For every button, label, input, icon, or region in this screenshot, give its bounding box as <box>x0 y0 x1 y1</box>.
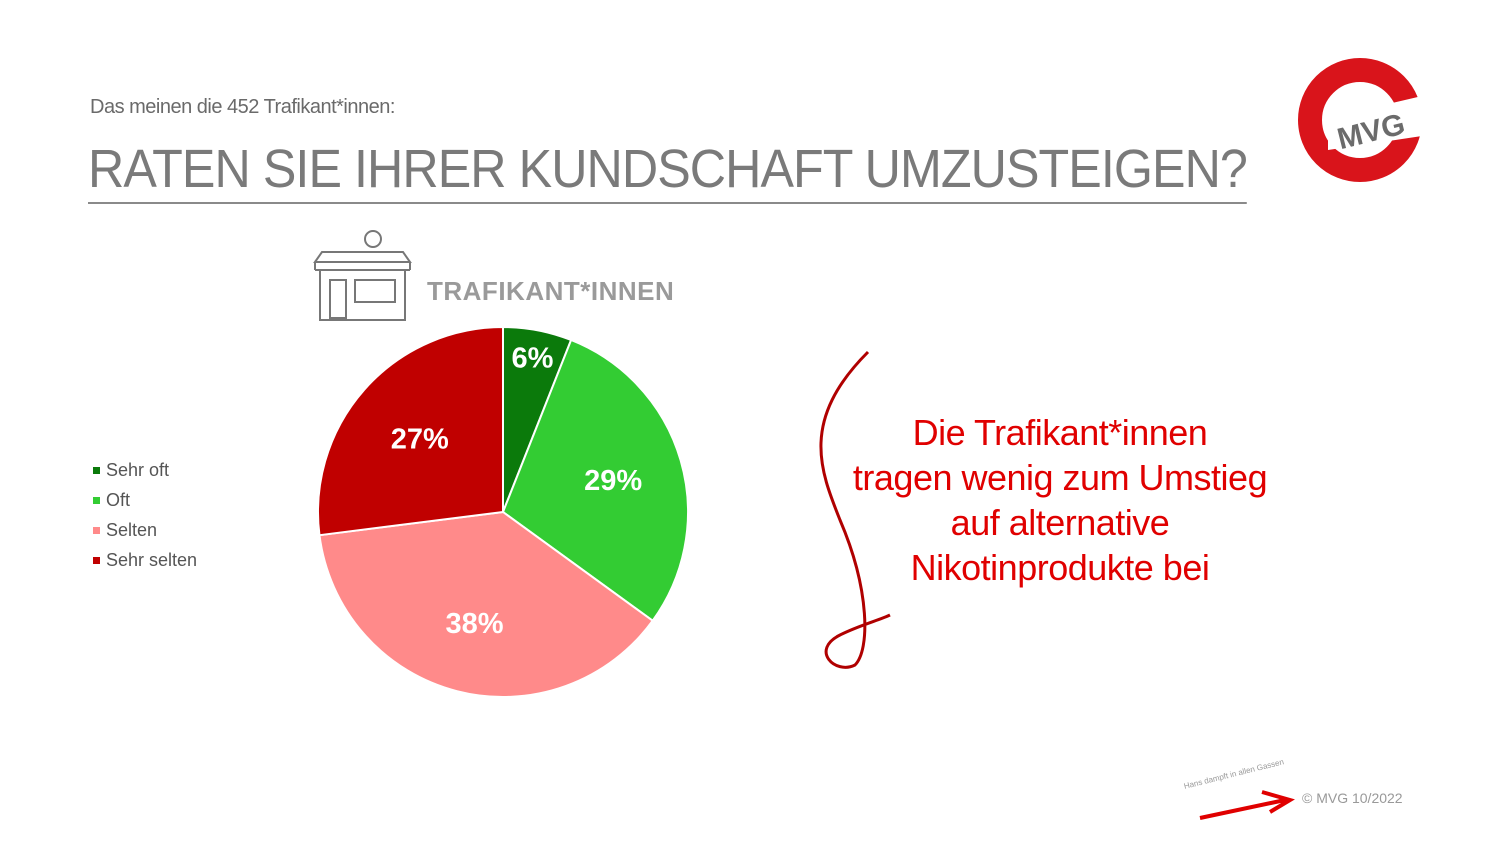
data-label: 29% <box>584 465 642 497</box>
legend-item: Oft <box>93 485 197 515</box>
legend-item: Selten <box>93 515 197 545</box>
copyright-credit: © MVG 10/2022 <box>1302 790 1403 806</box>
chart-legend: Sehr oft Oft Selten Sehr selten <box>93 455 197 575</box>
legend-swatch <box>93 466 100 474</box>
data-label: 38% <box>445 608 503 640</box>
pie-slice-selten <box>318 510 655 698</box>
callout-line: Die Trafikant*innen <box>912 412 1208 453</box>
pie-slice-sehr-selten <box>317 325 504 537</box>
legend-item: Sehr selten <box>93 545 197 575</box>
mvg-logo: MVG <box>1298 58 1422 182</box>
legend-swatch <box>93 526 100 534</box>
pie-slice-oft <box>501 338 689 623</box>
callout-line: Nikotinprodukte bei <box>910 547 1210 588</box>
chart-title: TRAFIKANT*INNEN <box>427 276 675 306</box>
legend-swatch <box>93 496 100 504</box>
curly-brace-decoration <box>819 350 891 669</box>
legend-label: Sehr oft <box>106 459 170 480</box>
legend-swatch <box>93 556 100 564</box>
store-icon <box>313 230 412 321</box>
callout-line: tragen wenig zum Umstieg <box>852 457 1268 498</box>
legend-label: Sehr selten <box>106 549 198 570</box>
page-title: RATEN SIE IHRER KUNDSCHAFT UMZUSTEIGEN? <box>88 138 1248 204</box>
data-label: 27% <box>391 424 449 456</box>
legend-item: Sehr oft <box>93 455 197 485</box>
legend-label: Selten <box>106 519 158 540</box>
subtitle: Das meinen die 452 Trafikant*innen: <box>90 96 395 118</box>
callout-text: Die Trafikant*innen tragen wenig zum Ums… <box>830 410 1290 590</box>
data-label: 6% <box>512 343 554 375</box>
legend-label: Oft <box>106 489 131 510</box>
callout-line: auf alternative <box>950 502 1170 543</box>
arrow-decoration <box>1199 790 1295 820</box>
